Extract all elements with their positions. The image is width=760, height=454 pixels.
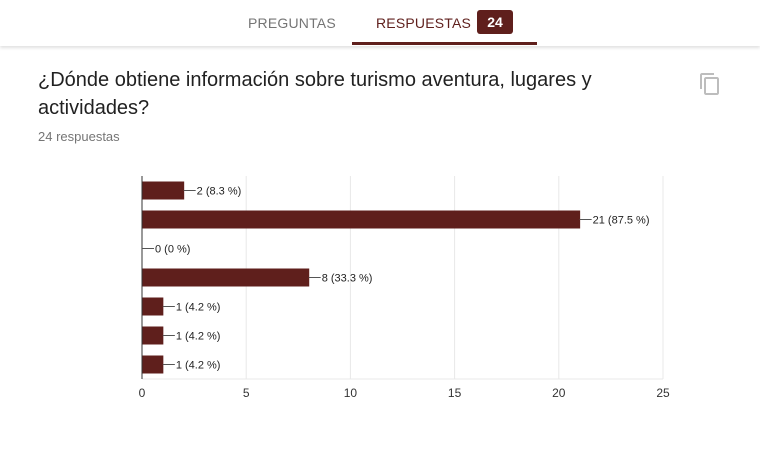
bar <box>142 181 185 200</box>
x-tick-label: 25 <box>656 386 670 400</box>
data-label: 1 (4.2 %) <box>176 331 221 343</box>
x-tick-label: 10 <box>344 386 358 400</box>
bar <box>142 355 164 374</box>
tab-bar: PREGUNTAS RESPUESTAS 24 <box>0 0 760 46</box>
bar <box>142 297 164 316</box>
data-label: 1 (4.2 %) <box>176 302 221 314</box>
bar <box>142 210 581 229</box>
data-label: 8 (33.3 %) <box>322 273 373 285</box>
active-tab-indicator <box>352 42 537 45</box>
data-label: 1 (4.2 %) <box>176 360 221 372</box>
x-tick-label: 15 <box>448 386 462 400</box>
x-tick-label: 20 <box>552 386 566 400</box>
bar <box>142 326 164 345</box>
data-label: 2 (8.3 %) <box>197 186 242 198</box>
copy-icon-graphic <box>700 73 719 95</box>
x-tick-label: 5 <box>243 386 250 400</box>
response-count-badge: 24 <box>477 10 513 34</box>
data-label: 0 (0 %) <box>155 244 190 256</box>
question-title: ¿Dónde obtiene información sobre turismo… <box>38 69 592 119</box>
bar <box>142 268 310 287</box>
data-label: 21 (87.5 %) <box>593 215 650 227</box>
tab-preguntas[interactable]: PREGUNTAS <box>248 15 336 31</box>
copy-icon[interactable] <box>698 72 722 96</box>
x-tick-label: 0 <box>139 386 146 400</box>
responses-count: 24 respuestas <box>38 129 120 144</box>
tab-respuestas[interactable]: RESPUESTAS <box>376 15 472 31</box>
